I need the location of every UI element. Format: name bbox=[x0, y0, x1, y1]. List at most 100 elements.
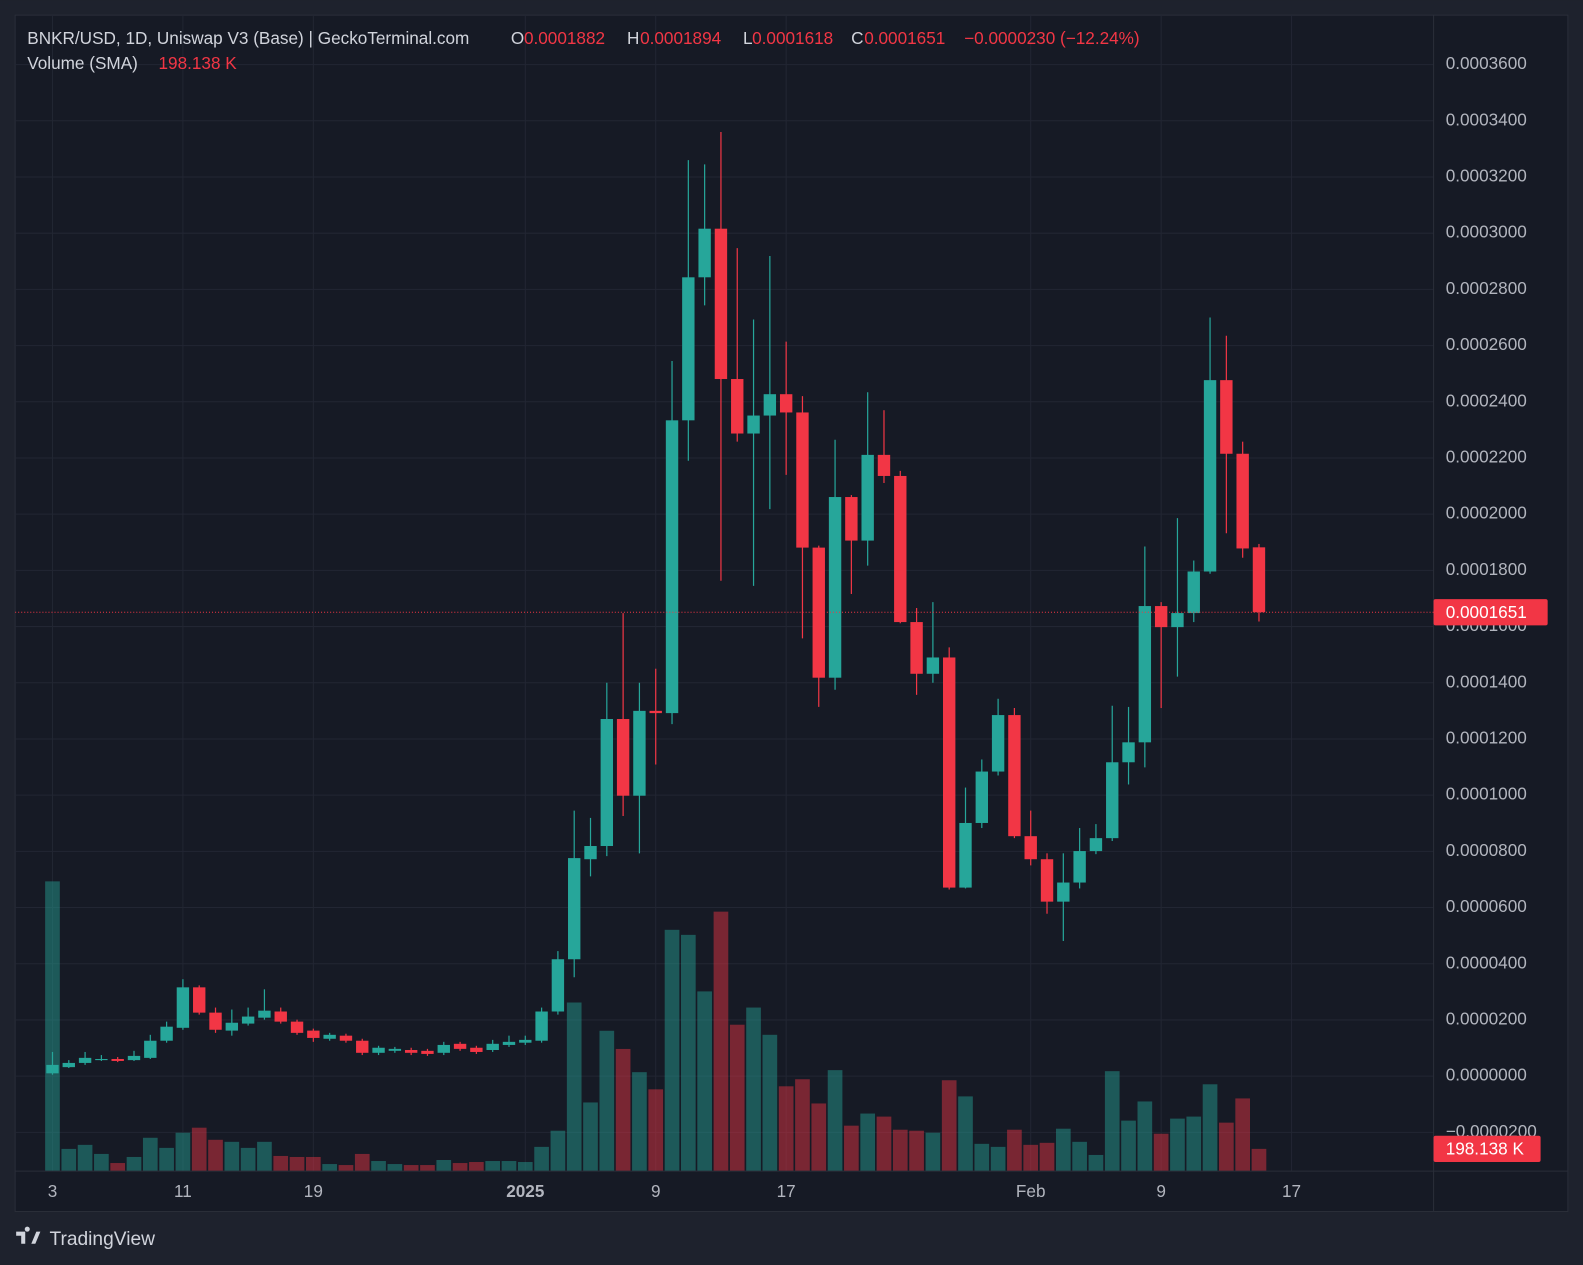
y-tick-label: 0.0003400 bbox=[1446, 109, 1527, 129]
brand: TradingView bbox=[49, 1229, 155, 1250]
volume-bar bbox=[469, 1162, 484, 1172]
candle-body bbox=[519, 1039, 532, 1043]
x-tick-label: Feb bbox=[1016, 1181, 1046, 1201]
x-tick-label: 2025 bbox=[506, 1181, 545, 1201]
volume-bar bbox=[1023, 1144, 1039, 1172]
volume-bar bbox=[697, 991, 712, 1172]
candle-body bbox=[421, 1050, 434, 1054]
volume-title: Volume (SMA) bbox=[27, 53, 138, 73]
volume-tag bbox=[1433, 1135, 1541, 1163]
candle-body bbox=[910, 622, 923, 674]
volume-bar bbox=[517, 1162, 533, 1172]
y-tick-label: 0.0003000 bbox=[1446, 222, 1527, 242]
volume-bar bbox=[1153, 1133, 1169, 1172]
volume-bar bbox=[306, 1156, 321, 1172]
candle-body bbox=[1236, 453, 1249, 549]
y-tick-label: 0.0000800 bbox=[1446, 840, 1527, 860]
candle-body bbox=[894, 475, 907, 623]
volume-tag-label: 198.138 K bbox=[1446, 1138, 1525, 1158]
candle-body bbox=[437, 1044, 450, 1053]
volume-bar bbox=[224, 1141, 240, 1172]
volume-legend-value: 198.138 K bbox=[159, 53, 238, 73]
y-tick-label: 0.0002200 bbox=[1446, 447, 1527, 467]
candle-body bbox=[551, 959, 565, 1012]
x-tick-label: 3 bbox=[48, 1181, 58, 1201]
candle-layer bbox=[46, 132, 1266, 1075]
logo-icon bbox=[16, 1226, 41, 1244]
volume-bar bbox=[1055, 1128, 1071, 1172]
legend-value: 0.0001882 bbox=[524, 28, 605, 48]
y-tick-label: 0.0001000 bbox=[1446, 784, 1527, 804]
volume-bar bbox=[126, 1156, 142, 1172]
volume-bar bbox=[1088, 1154, 1104, 1172]
candle-body bbox=[46, 1064, 59, 1074]
volume-bar bbox=[844, 1125, 859, 1172]
y-tick-label: 0.0000600 bbox=[1446, 896, 1527, 916]
volume-bar bbox=[45, 881, 60, 1172]
legend-key: H bbox=[627, 28, 639, 48]
y-tick-label: 0.0000200 bbox=[1446, 1008, 1527, 1028]
volume-bar bbox=[436, 1159, 452, 1172]
candle-body bbox=[600, 719, 614, 847]
y-tick-label: 0.0003200 bbox=[1446, 166, 1527, 186]
volume-bar bbox=[208, 1139, 223, 1172]
candle-body bbox=[307, 1030, 320, 1038]
volume-bar bbox=[1170, 1118, 1185, 1172]
candle-body bbox=[1171, 613, 1184, 628]
volume-bar bbox=[1186, 1116, 1202, 1172]
volume-bar bbox=[892, 1129, 908, 1172]
volume-bar bbox=[876, 1116, 892, 1172]
volume-bar bbox=[110, 1163, 126, 1172]
candle-body bbox=[193, 987, 206, 1013]
candle-body bbox=[731, 379, 744, 434]
volume-bar bbox=[322, 1164, 337, 1172]
candle-body bbox=[568, 858, 581, 960]
candle-body bbox=[633, 710, 646, 796]
y-tick-label: 0.0001200 bbox=[1446, 727, 1527, 747]
legend-key: L bbox=[743, 28, 753, 48]
candle-body bbox=[1073, 851, 1086, 883]
x-tick-label: 19 bbox=[304, 1181, 323, 1201]
candle-body bbox=[209, 1012, 222, 1030]
candle-body bbox=[959, 822, 972, 888]
volume-bar bbox=[664, 929, 680, 1172]
x-tick-label: 9 bbox=[651, 1181, 661, 1201]
candle-body bbox=[796, 412, 809, 548]
candle-body bbox=[502, 1041, 516, 1045]
candle-body bbox=[62, 1062, 75, 1068]
volume-bar bbox=[990, 1146, 1006, 1172]
volume-bar bbox=[599, 1030, 615, 1172]
volume-bar bbox=[191, 1127, 207, 1172]
candle-body bbox=[1040, 859, 1054, 902]
volume-bar bbox=[583, 1102, 598, 1172]
volume-bar bbox=[795, 1079, 810, 1172]
volume-bar bbox=[1235, 1098, 1251, 1172]
volume-bar bbox=[338, 1165, 354, 1172]
volume-bar bbox=[159, 1147, 174, 1172]
candle-body bbox=[388, 1048, 402, 1051]
volume-bar bbox=[452, 1163, 468, 1172]
volume-bar bbox=[94, 1153, 109, 1172]
volume-bar bbox=[1121, 1120, 1136, 1172]
x-tick-label: 11 bbox=[174, 1181, 192, 1201]
volume-bar bbox=[729, 1024, 745, 1172]
volume-bar bbox=[142, 1137, 158, 1172]
volume-bar bbox=[827, 1070, 843, 1172]
volume-bar bbox=[387, 1164, 403, 1172]
candle-body bbox=[290, 1021, 304, 1033]
candle-body bbox=[176, 987, 190, 1028]
y-tick-label: 0.0002800 bbox=[1446, 278, 1527, 298]
volume-bar bbox=[273, 1155, 289, 1172]
volume-bar bbox=[713, 911, 729, 1172]
candle-body bbox=[1106, 762, 1119, 839]
y-tick-label: 0.0001400 bbox=[1446, 671, 1527, 691]
y-tick-label: 0.0000000 bbox=[1446, 1065, 1527, 1085]
candle-body bbox=[942, 657, 956, 888]
candle-body bbox=[1187, 571, 1200, 614]
volume-bar bbox=[1202, 1084, 1218, 1172]
chart-pane bbox=[14, 14, 1569, 1212]
volume-bar bbox=[1039, 1142, 1055, 1172]
x-tick-label: 9 bbox=[1156, 1181, 1166, 1201]
y-tick-label: 0.0000400 bbox=[1446, 952, 1527, 972]
